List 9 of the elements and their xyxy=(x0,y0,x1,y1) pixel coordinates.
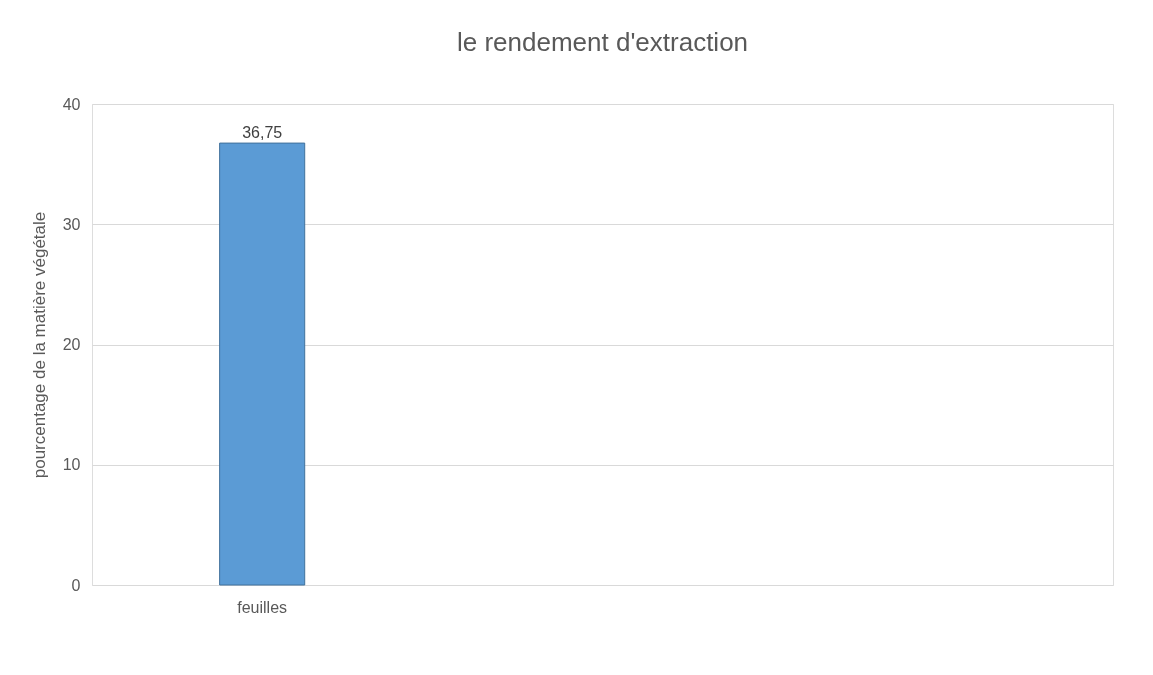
data-label: 36,75 xyxy=(242,124,283,142)
y-tick-label: 40 xyxy=(62,95,81,113)
y-tick-label: 20 xyxy=(62,336,81,353)
chart-title: le rendement d'extraction xyxy=(456,27,749,57)
y-axis-title: pourcentage de la matière végétale xyxy=(29,211,49,479)
y-tick-label: 0 xyxy=(71,576,81,594)
x-tick-label: feuilles xyxy=(237,598,288,616)
y-tick-label: 30 xyxy=(62,215,81,233)
y-tick-label: 10 xyxy=(62,456,81,474)
